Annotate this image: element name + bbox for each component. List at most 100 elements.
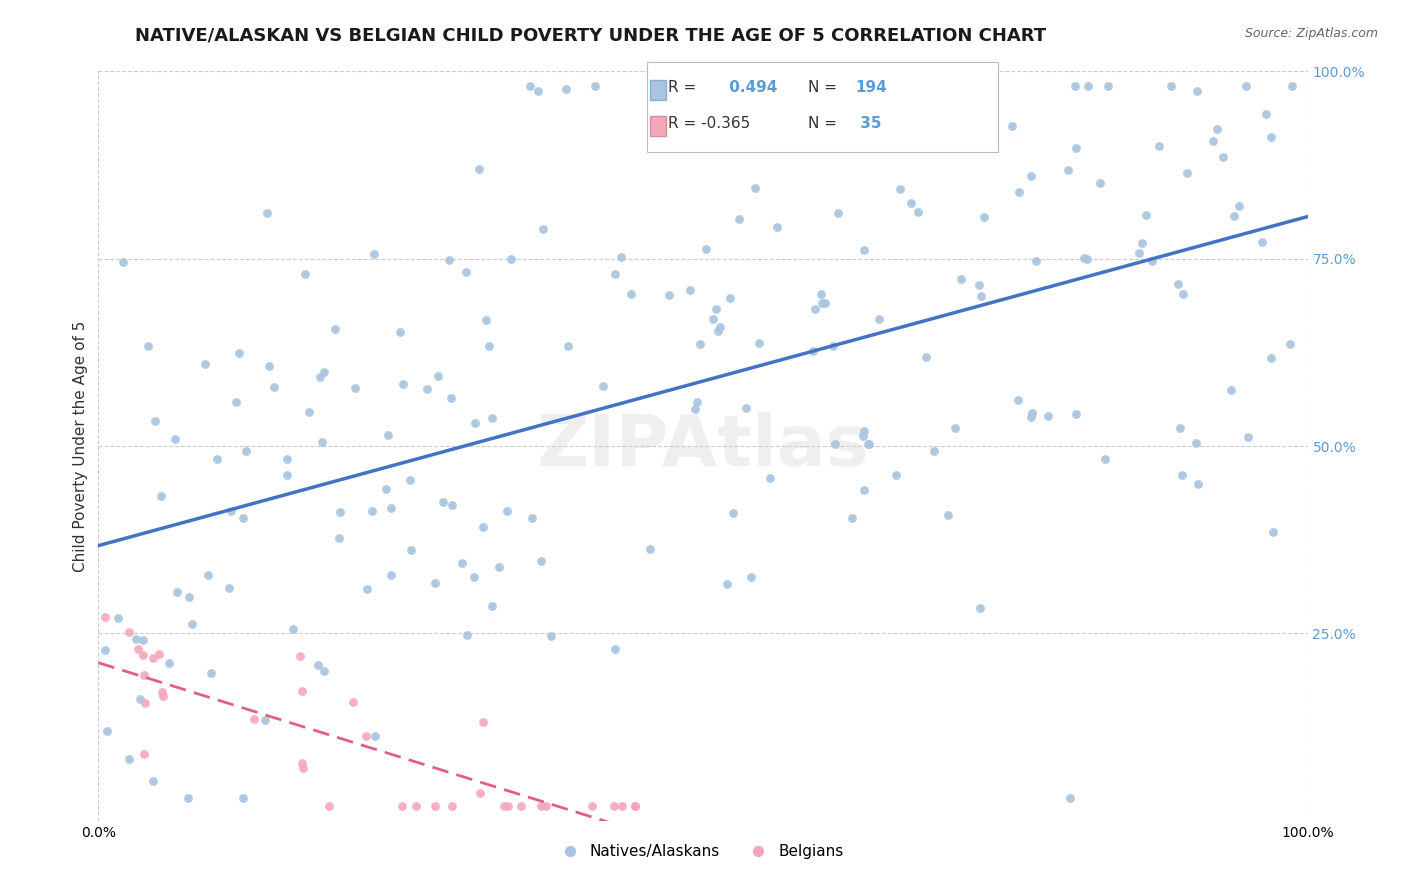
Point: [291, 756, 314, 771]
Point: [118, 752, 141, 766]
Point: [200, 666, 222, 681]
Point: [1008, 185, 1031, 199]
Text: 194: 194: [855, 80, 887, 95]
Point: [624, 798, 647, 813]
Point: [900, 195, 922, 210]
Point: [288, 648, 311, 663]
Point: [142, 774, 165, 789]
Text: N =: N =: [808, 116, 842, 130]
Point: [943, 420, 966, 434]
Point: [93, 610, 115, 624]
Text: N =: N =: [808, 80, 842, 95]
Point: [94, 643, 117, 657]
Point: [1036, 409, 1059, 423]
Point: [1094, 452, 1116, 467]
Point: [256, 206, 278, 220]
Point: [471, 520, 494, 534]
Point: [1167, 277, 1189, 292]
Point: [704, 301, 727, 316]
Point: [471, 714, 494, 729]
Point: [456, 265, 478, 279]
Point: [1064, 141, 1087, 155]
Point: [620, 287, 643, 301]
Point: [253, 713, 276, 727]
Point: [329, 505, 352, 519]
Point: [405, 798, 427, 813]
Point: [1130, 236, 1153, 251]
Point: [1063, 79, 1085, 94]
Point: [276, 452, 298, 467]
Point: [520, 510, 543, 524]
Point: [1202, 134, 1225, 148]
Point: [721, 506, 744, 520]
Point: [938, 508, 960, 522]
Point: [218, 581, 240, 595]
Text: ZIPAtlas: ZIPAtlas: [537, 411, 869, 481]
Point: [328, 532, 350, 546]
Point: [1090, 176, 1112, 190]
Point: [464, 416, 486, 430]
Point: [392, 377, 415, 392]
Point: [129, 691, 152, 706]
Point: [1237, 429, 1260, 443]
Point: [709, 320, 731, 334]
Point: [380, 500, 402, 515]
Point: [1076, 252, 1098, 266]
Point: [942, 79, 965, 94]
Point: [744, 180, 766, 194]
Point: [180, 616, 202, 631]
Point: [1057, 163, 1080, 178]
Point: [557, 338, 579, 352]
Point: [380, 568, 402, 582]
Point: [451, 557, 474, 571]
Point: [356, 730, 378, 744]
Point: [157, 656, 180, 670]
Point: [1019, 410, 1042, 425]
Point: [134, 696, 156, 710]
Point: [415, 382, 437, 396]
Point: [702, 312, 724, 326]
Point: [149, 489, 172, 503]
Point: [1263, 524, 1285, 539]
Point: [689, 336, 711, 351]
Point: [1007, 392, 1029, 407]
Point: [309, 370, 332, 384]
Point: [624, 798, 647, 813]
Point: [914, 350, 936, 364]
Point: [225, 395, 247, 409]
Point: [695, 242, 717, 256]
Point: [475, 313, 498, 327]
Point: [312, 365, 335, 379]
Point: [401, 543, 423, 558]
Point: [686, 395, 709, 409]
Point: [142, 651, 165, 665]
Point: [973, 211, 995, 225]
Point: [603, 642, 626, 657]
Point: [740, 570, 762, 584]
Point: [1019, 169, 1042, 183]
Text: 0.494: 0.494: [724, 80, 778, 95]
Point: [463, 570, 485, 584]
Point: [1059, 791, 1081, 805]
Point: [292, 760, 315, 774]
Point: [127, 642, 149, 657]
Point: [432, 495, 454, 509]
Point: [716, 576, 738, 591]
Point: [440, 798, 463, 813]
Text: 35: 35: [855, 116, 882, 130]
Point: [1149, 139, 1171, 153]
Point: [1281, 79, 1303, 94]
Point: [325, 322, 347, 336]
Point: [232, 791, 254, 805]
Point: [298, 405, 321, 419]
Point: [821, 339, 844, 353]
Point: [949, 272, 972, 286]
Point: [243, 712, 266, 726]
Point: [519, 79, 541, 94]
Point: [228, 346, 250, 360]
Point: [456, 628, 478, 642]
Point: [801, 344, 824, 359]
Point: [494, 798, 516, 813]
Point: [423, 798, 446, 813]
Point: [276, 467, 298, 482]
